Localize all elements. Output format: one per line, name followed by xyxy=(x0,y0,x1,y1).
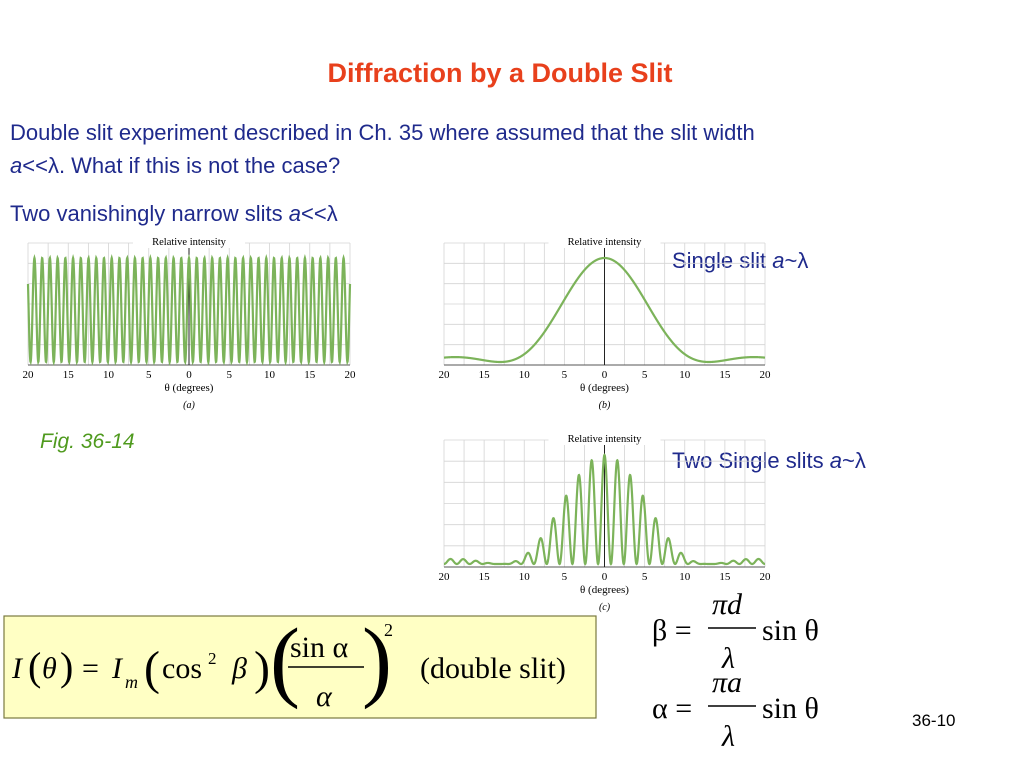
note: (double slit) xyxy=(420,652,566,685)
title: Diffraction by a Double Slit xyxy=(327,58,672,88)
lhs: α = xyxy=(652,692,692,725)
x-tick-label: 0 xyxy=(602,571,608,583)
x-tick-label: 20 xyxy=(439,369,451,381)
label-bg xyxy=(548,234,661,248)
paren: ) xyxy=(60,644,73,689)
single-label: Single slit a~λ xyxy=(672,248,808,273)
x-axis-label: θ (degrees) xyxy=(580,584,629,596)
numerator: πa xyxy=(712,666,742,699)
paren: ( xyxy=(144,642,160,695)
text: Single slit xyxy=(672,248,772,273)
symbol: a xyxy=(289,201,301,226)
rhs: sin θ xyxy=(762,614,819,647)
caption: (a) xyxy=(183,400,195,411)
symbol: a xyxy=(830,448,842,473)
x-tick-label: 15 xyxy=(719,369,731,381)
formula: I ( θ ) = I m ( cos 2 β ) ( sin α α ) 2 … xyxy=(11,611,566,713)
y-axis-label: Relative intensity xyxy=(568,237,643,248)
narrow-line: Two vanishingly narrow slits a<<λ xyxy=(10,201,338,226)
x-tick-label: 5 xyxy=(562,571,568,583)
symbol: I xyxy=(11,652,24,685)
text: ~λ xyxy=(785,248,809,273)
x-tick-label: 15 xyxy=(304,369,316,381)
x-tick-label: 20 xyxy=(439,571,451,583)
superscript: 2 xyxy=(208,649,217,668)
y-axis-label: Relative intensity xyxy=(152,237,227,248)
x-tick-label: 20 xyxy=(760,369,772,381)
x-tick-label: 15 xyxy=(63,369,75,381)
figures: Relative intensity 20 15 10 5 0 5 10 15 20 θ (degr… xyxy=(23,234,772,613)
numerator: sin α xyxy=(290,631,349,664)
x-tick-label: 15 xyxy=(719,571,731,583)
text: <<λ. What if this is not the case? xyxy=(22,153,340,178)
x-axis-label: θ (degrees) xyxy=(165,382,214,394)
page-number: 36-10 xyxy=(912,711,955,730)
symbol: β xyxy=(231,652,247,685)
x-tick-label: 5 xyxy=(227,369,233,381)
x-tick-label: 5 xyxy=(146,369,152,381)
denominator: α xyxy=(316,680,333,713)
intro-line: a<<λ. What if this is not the case? xyxy=(10,153,340,178)
x-axis-label: θ (degrees) xyxy=(580,382,629,394)
symbol: cos xyxy=(162,652,202,685)
intensity-curve xyxy=(443,453,766,566)
intensity-curve xyxy=(443,256,766,364)
label-bg xyxy=(548,431,661,445)
intensity-curve xyxy=(26,254,352,366)
x-tick-label: 15 xyxy=(479,369,491,381)
caption: (b) xyxy=(599,400,611,411)
x-tick-label: 5 xyxy=(562,369,568,381)
label-bg xyxy=(133,234,245,248)
symbol: a xyxy=(772,248,784,273)
text: <<λ xyxy=(301,201,338,226)
x-tick-label: 10 xyxy=(679,571,691,583)
paren: ) xyxy=(254,642,270,695)
two-label: Two Single slits a~λ xyxy=(672,448,866,473)
x-tick-label: 20 xyxy=(760,571,772,583)
x-tick-label: 0 xyxy=(602,369,608,381)
x-tick-label: 10 xyxy=(679,369,691,381)
text: ~λ xyxy=(842,448,866,473)
x-tick-label: 20 xyxy=(345,369,357,381)
x-tick-label: 5 xyxy=(642,369,648,381)
symbol: a xyxy=(10,153,22,178)
superscript: 2 xyxy=(384,620,393,640)
x-tick-label: 0 xyxy=(186,369,192,381)
x-tick-label: 10 xyxy=(519,369,531,381)
numerator: πd xyxy=(712,588,743,621)
x-tick-label: 15 xyxy=(479,571,491,583)
text: Two vanishingly narrow slits xyxy=(10,201,289,226)
fig-label: Fig. 36-14 xyxy=(40,430,135,453)
text: Two Single slits xyxy=(672,448,830,473)
paren: ) xyxy=(362,611,392,710)
subscript: m xyxy=(125,672,138,692)
alpha-equation: α = πa λ sin θ xyxy=(652,666,819,753)
caption: (c) xyxy=(599,602,611,613)
x-tick-label: 10 xyxy=(264,369,276,381)
symbol: θ xyxy=(42,652,57,685)
rhs: sin θ xyxy=(762,692,819,725)
paren: ( xyxy=(28,644,41,689)
x-tick-label: 5 xyxy=(642,571,648,583)
symbol: I xyxy=(111,652,124,685)
x-tick-label: 10 xyxy=(519,571,531,583)
paren: ( xyxy=(270,611,300,710)
lhs: β = xyxy=(652,614,692,647)
denominator: λ xyxy=(721,642,735,675)
beta-equation: β = πd λ sin θ xyxy=(652,588,819,675)
x-tick-label: 10 xyxy=(103,369,115,381)
intro-line: Double slit experiment described in Ch. … xyxy=(10,120,755,145)
denominator: λ xyxy=(721,720,735,753)
y-axis-label: Relative intensity xyxy=(568,434,643,445)
x-tick-label: 20 xyxy=(23,369,35,381)
symbol: = xyxy=(82,652,99,685)
